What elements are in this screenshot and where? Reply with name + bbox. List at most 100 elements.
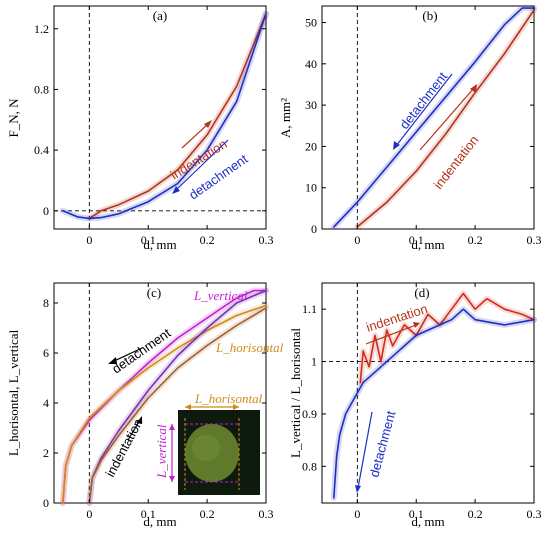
panel-d-series-0-band <box>357 290 537 386</box>
panel-c-arrowhead-indentation <box>136 416 142 424</box>
panel-a-reference-lines <box>54 6 266 229</box>
panel-b-series-0-band <box>354 7 537 230</box>
panel-c-xlabel: d, mm <box>143 514 176 529</box>
panel-d-xtick-label: 0.2 <box>468 507 483 521</box>
panel-b-label: (b) <box>422 8 437 23</box>
panel-b-arrow-detachment <box>395 73 453 147</box>
panel-b-arrowhead-detachment <box>393 141 400 150</box>
panel-a-xtick-label: 0.1 <box>141 233 156 247</box>
panel-c-xtick-label: 0.3 <box>259 507 274 521</box>
panel-b-series <box>330 5 537 230</box>
panel-c-ytick-label: 8 <box>43 296 49 310</box>
panel-a-series-1 <box>62 12 267 220</box>
panel-d-ytick-label: 0.9 <box>302 407 317 421</box>
panel-a-xtick-label: 0.2 <box>200 233 215 247</box>
panel-arrows <box>172 73 477 493</box>
panel-a-arrowhead-detachment <box>172 186 180 194</box>
panel-d-xtick-label: 0 <box>354 507 360 521</box>
panel-d-arrow-detachment <box>357 411 373 489</box>
panel-a-xtick-label: 0.3 <box>259 233 274 247</box>
panel-d-xtick-label: 0.1 <box>409 507 424 521</box>
panel-a: 0 0.1 0.2 0.300.40.81.2 (a) d, mm F_N, N in… <box>6 5 274 252</box>
panel-d-ytick-label: 1 <box>311 355 317 369</box>
panel-c-ytick-label: 4 <box>43 396 49 410</box>
panel-b-arrow-indentation <box>419 87 475 151</box>
panel-c-ytick-label: 2 <box>43 446 49 460</box>
panel-c-label: (c) <box>147 285 161 300</box>
panel-a-xlabel: d, mm <box>143 237 176 252</box>
panel-b-ytick-label: 50 <box>305 16 317 30</box>
panel-c-arrow-detachment <box>111 347 143 363</box>
panel-c-ytick-label: 6 <box>43 346 49 360</box>
panel-a-arrow-indentation <box>181 123 209 149</box>
panel-b-arrowhead-indentation <box>470 84 477 93</box>
panel-d-xlabel: d, mm <box>411 514 444 529</box>
panel-d-ylabel: L_vertical / L_horisontal <box>288 328 303 458</box>
panel-c-xtick-label: 0.1 <box>141 507 156 521</box>
inset-label-lvertical: L_vertical <box>154 424 169 479</box>
panel-d-label: (d) <box>414 285 429 300</box>
panel-d: 0 0.1 0.2 0.3 0.8 0.9 1 1.1 (d) d, mm L_vertica… <box>288 282 542 529</box>
panel-d-arrow-indentation <box>365 324 417 345</box>
panel-d-ytick-label: 1.1 <box>302 302 317 316</box>
panel-b-ytick-label: 20 <box>305 139 317 153</box>
panel-d-series-1 <box>333 308 535 499</box>
panel-d-arrowhead-indentation <box>413 322 420 328</box>
panel-b-ytick-label: 40 <box>305 57 317 71</box>
panel-a-ytick-label: 0.4 <box>34 143 49 157</box>
panel-d-ytick-label: 0.8 <box>302 459 317 473</box>
panel-b-ticks: 0 0.1 0.2 0.3 0 10 20 30 40 50 <box>305 6 542 247</box>
panel-b-xtick-label: 0.3 <box>527 233 542 247</box>
panel-b-series-0 <box>356 9 535 228</box>
panel-a-ytick-label: 0.8 <box>34 82 49 96</box>
panel-a-arrow-detachment <box>175 139 229 191</box>
panel-d-series <box>330 290 537 501</box>
panel-a-ticks: 0 0.1 0.2 0.3 0 0.4 0.8 1.2 <box>34 6 274 247</box>
panel-c-xtick-label: 0 <box>86 507 92 521</box>
panel-a-series <box>59 10 269 222</box>
panel-d-xtick-label: 0.3 <box>527 507 542 521</box>
panel-c-arrowhead-detachment <box>108 357 117 364</box>
panel-c-annotation-lhorisontal: L_horisontal <box>215 340 284 355</box>
panel-b-xtick-label: 0.1 <box>409 233 424 247</box>
panel-a-ytick-label: 1.2 <box>34 22 49 36</box>
panel-c-ylabel: L_horisontal, L_vertical <box>6 329 21 456</box>
inset-label-lhorisontal: L_horisontal <box>194 391 263 406</box>
panel-a-ylabel: F_N, N <box>6 98 21 138</box>
panel-a-series-0 <box>88 12 267 220</box>
panel-d-series-1-band <box>330 306 537 501</box>
panel-d-reference-lines <box>322 283 534 503</box>
panel-c-series <box>59 287 269 506</box>
panel-a-label: (a) <box>153 8 167 23</box>
panel-a-arrowhead-indentation <box>204 120 212 128</box>
inset-vertical-arrow-top <box>169 424 175 430</box>
panel-c-ytick-label: 0 <box>43 496 49 510</box>
panel-a-series-1-band <box>59 10 269 222</box>
panel-c-series-3 <box>88 307 267 504</box>
inset-specimen-highlight <box>192 435 220 461</box>
inset-vertical-arrow-bottom <box>169 476 175 482</box>
panel-c-frame <box>53 282 267 504</box>
inset-horizontal-arrow-left <box>185 404 191 410</box>
panel-a-frame <box>53 5 267 230</box>
panel-c: 0 0.1 0.2 0.3 0 2 4 6 8 (c) d, mm L_horisontal, … <box>6 282 284 529</box>
panel-b-frame <box>321 5 535 230</box>
panel-c-xtick-label: 0.2 <box>200 507 215 521</box>
panel-c-series-1 <box>62 304 267 504</box>
panel-d-arrowhead-detachment <box>355 485 361 493</box>
panel-b-ytick-label: 10 <box>305 181 317 195</box>
panel-d-ticks: 0 0.1 0.2 0.3 0.8 0.9 1 1.1 <box>302 283 542 521</box>
panel-b-xlabel: d, mm <box>411 237 444 252</box>
panel-b-series-1 <box>333 7 535 228</box>
panel-a-ytick-label: 0 <box>43 204 49 218</box>
panel-c-inset: L_horisontal L_vertical <box>154 391 263 495</box>
panel-b-xtick-label: 0.2 <box>468 233 483 247</box>
inset-horizontal-arrow-right <box>233 404 239 410</box>
panel-b-ylabel: A, mm² <box>278 98 293 138</box>
panel-b-ytick-label: 0 <box>311 222 317 236</box>
panel-c-ticks: 0 0.1 0.2 0.3 0 2 4 6 8 <box>43 283 274 521</box>
panel-d-frame <box>321 282 535 504</box>
panel-c-arrow-indentation <box>127 419 141 441</box>
panel-a-xtick-label: 0 <box>86 233 92 247</box>
